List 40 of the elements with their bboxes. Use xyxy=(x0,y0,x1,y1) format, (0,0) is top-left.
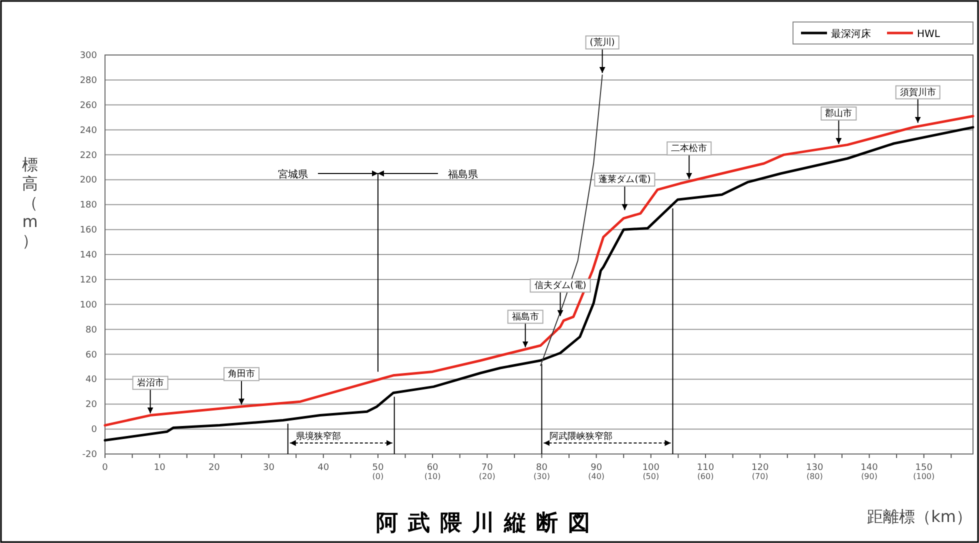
legend-label: HWL xyxy=(917,29,940,40)
y-tick-label: -20 xyxy=(82,450,98,460)
x-tick-label: 30 xyxy=(263,463,275,473)
y-tick-label: 60 xyxy=(86,350,98,360)
annotation: 岩沼市 xyxy=(136,377,164,388)
x-tick-label: 10 xyxy=(154,463,166,473)
annotation: 須賀川市 xyxy=(900,86,936,98)
annotation: 郡山市 xyxy=(825,108,852,120)
annotation: 角田市 xyxy=(228,368,255,380)
y-tick-label: 200 xyxy=(80,176,98,186)
y-tick-label: 40 xyxy=(86,375,98,386)
legend-label: 最深河床 xyxy=(831,28,871,40)
ref-line-label: 阿武隈峡狭窄部 xyxy=(550,431,613,442)
x-tick-label: 0 xyxy=(102,463,108,473)
y-tick-label: 280 xyxy=(80,76,98,86)
x-tick-label: 20 xyxy=(208,463,220,473)
annotation: 二本松市 xyxy=(671,142,708,154)
y-tick-label: 260 xyxy=(80,100,98,111)
annotation: 蓬莱ダム(電) xyxy=(598,174,651,186)
y-tick-label: 180 xyxy=(80,200,98,211)
x-axis-title: 距離標（km） xyxy=(867,507,972,526)
text: 阿武隈川縦断図 xyxy=(376,511,600,536)
y-tick-label: 80 xyxy=(86,325,98,336)
y-tick-label: 300 xyxy=(80,51,98,61)
x-tick-label: 40 xyxy=(318,463,330,473)
annotation: 宮城県 xyxy=(278,168,308,180)
y-tick-label: 220 xyxy=(80,150,98,161)
y-tick-label: 160 xyxy=(80,226,98,236)
annotation: 信夫ダム(電) xyxy=(534,280,586,292)
annotation: 福島県 xyxy=(448,168,478,180)
annotation: (荒川) xyxy=(590,36,615,48)
y-tick-label: 20 xyxy=(86,400,98,410)
y-tick-label: 140 xyxy=(80,250,98,260)
y-tick-label: 100 xyxy=(80,300,98,310)
y-tick-label: 240 xyxy=(80,126,98,136)
y-axis-title: 標高（m） xyxy=(22,155,38,250)
ref-line-label: 県境狭窄部 xyxy=(296,431,341,442)
y-tick-label: 0 xyxy=(91,425,98,436)
y-tick-label: 120 xyxy=(80,275,98,286)
annotation: 福島市 xyxy=(512,311,539,322)
